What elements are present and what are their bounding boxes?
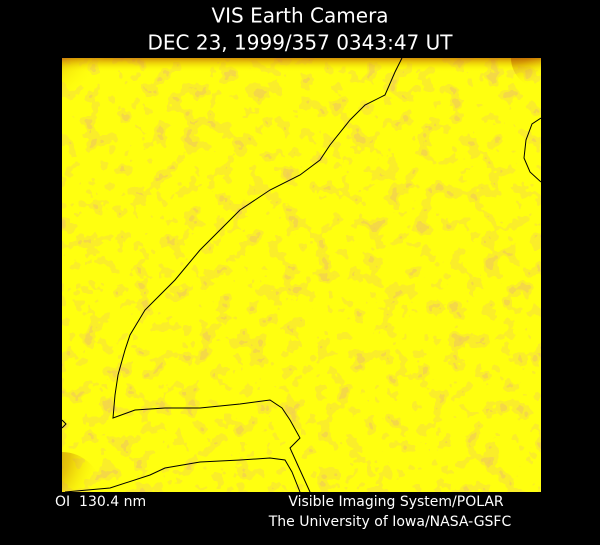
credit-line: The University of Iowa/NASA-GSFC (268, 514, 512, 530)
title: VIS Earth Camera (211, 4, 388, 28)
subtitle: DEC 23, 1999/357 0343:47 UT (148, 31, 454, 55)
credit-line: Visible Imaging System/POLAR (288, 494, 504, 510)
earth-image (62, 58, 541, 492)
filter-label: OI 130.4 nm (55, 494, 146, 510)
